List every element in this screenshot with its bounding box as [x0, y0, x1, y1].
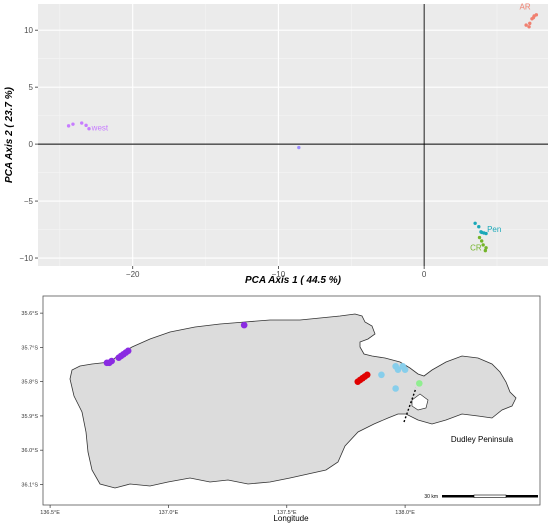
map-sample-point [416, 380, 423, 387]
map-y-tick-label: 36.0°S [21, 448, 38, 454]
pca-y-tick-label: 5 [29, 83, 34, 92]
pca-group-label: AR [520, 2, 531, 11]
pca-ticks: −20 −10 0 −10 −5 0 5 10 [19, 26, 426, 279]
pca-x-tick-label: 0 [422, 270, 427, 279]
pca-y-tick-label: −10 [19, 254, 33, 263]
pca-x-tick-label: −20 [126, 270, 140, 279]
map-sample-point [401, 366, 409, 373]
dudley-neck-lagoon [411, 393, 429, 411]
map-sample-point [108, 357, 115, 365]
map-y-tick-label: 35.7°S [21, 345, 38, 351]
map-x-tick-label: 137.5°E [277, 510, 297, 516]
map-y-tick-label: 36.1°S [21, 482, 38, 488]
pca-point [528, 21, 532, 26]
pca-group-label: CR [470, 243, 482, 252]
map-ticks: 136.5°E 137.0°E 137.5°E 138.0°E 35.6°S 35.7°S… [21, 311, 415, 516]
scale-bar-segment-1 [442, 495, 474, 498]
pca-y-tick-label: 0 [29, 140, 34, 149]
map-x-axis-title: Longitude [273, 514, 309, 523]
pca-point [71, 122, 75, 126]
map-sampling-points [103, 321, 423, 392]
map-sample-point [392, 385, 399, 392]
scale-bar-segment-3 [506, 495, 538, 498]
kangaroo-island-land [69, 313, 517, 489]
pca-point [531, 15, 536, 20]
map-y-tick-label: 35.9°S [21, 414, 38, 420]
pca-point [524, 23, 528, 27]
map-y-tick-label: 35.8°S [21, 380, 38, 386]
pca-y-axis-title: PCA Axis 2 ( 23.7 %) [4, 86, 15, 183]
pca-points [66, 13, 539, 253]
pca-point [480, 239, 484, 243]
map-x-tick-label: 136.5°E [40, 510, 60, 516]
scale-bar-label: 30 km [424, 494, 438, 500]
pca-point [483, 248, 488, 253]
map-sample-point [124, 347, 132, 355]
map-sample-point [363, 371, 371, 379]
pca-point [479, 230, 483, 234]
map-x-tick-label: 138.0°E [395, 510, 415, 516]
pca-group-label: west [91, 123, 109, 132]
pca-y-tick-label: 10 [24, 26, 33, 35]
map-y-tick-label: 35.6°S [21, 311, 38, 317]
pca-point [473, 221, 477, 225]
pca-point [484, 246, 488, 250]
pca-point [477, 235, 482, 240]
map-sample-point [394, 366, 402, 373]
pca-group-labels: AR west Pen CR [91, 2, 531, 252]
pca-point [84, 123, 88, 128]
pca-point [80, 121, 84, 125]
scale-bar: 30 km [424, 494, 538, 500]
pca-group-label: Pen [487, 225, 501, 234]
pca-point [297, 145, 301, 150]
pca-point [66, 124, 71, 128]
scale-bar-segment-2 [473, 494, 507, 498]
map-panel: Dudley Peninsula 136.5°E 137.0°E 137.5°E 13… [21, 295, 541, 523]
pca-point [484, 231, 488, 236]
pca-x-axis-title: PCA Axis 1 ( 44.5 %) [245, 275, 342, 286]
map-x-tick-label: 137.0°E [159, 510, 179, 516]
map-sample-point [378, 371, 385, 379]
pca-point [477, 225, 481, 229]
pca-point [527, 25, 531, 29]
map-sample-point [240, 321, 248, 329]
pca-biplot: −20 −10 0 −10 −5 0 5 10 AR west Pen CR PCA Axis 1 … [4, 2, 548, 286]
pca-point [481, 243, 485, 247]
pca-point [87, 127, 91, 131]
pca-plot-panel [38, 4, 548, 266]
pca-y-tick-label: −5 [24, 197, 34, 206]
pca-reference-lines [38, 4, 548, 266]
pca-point [534, 13, 539, 17]
dudley-peninsula-label: Dudley Peninsula [451, 435, 514, 444]
pca-x-tick-label: −10 [272, 270, 286, 279]
